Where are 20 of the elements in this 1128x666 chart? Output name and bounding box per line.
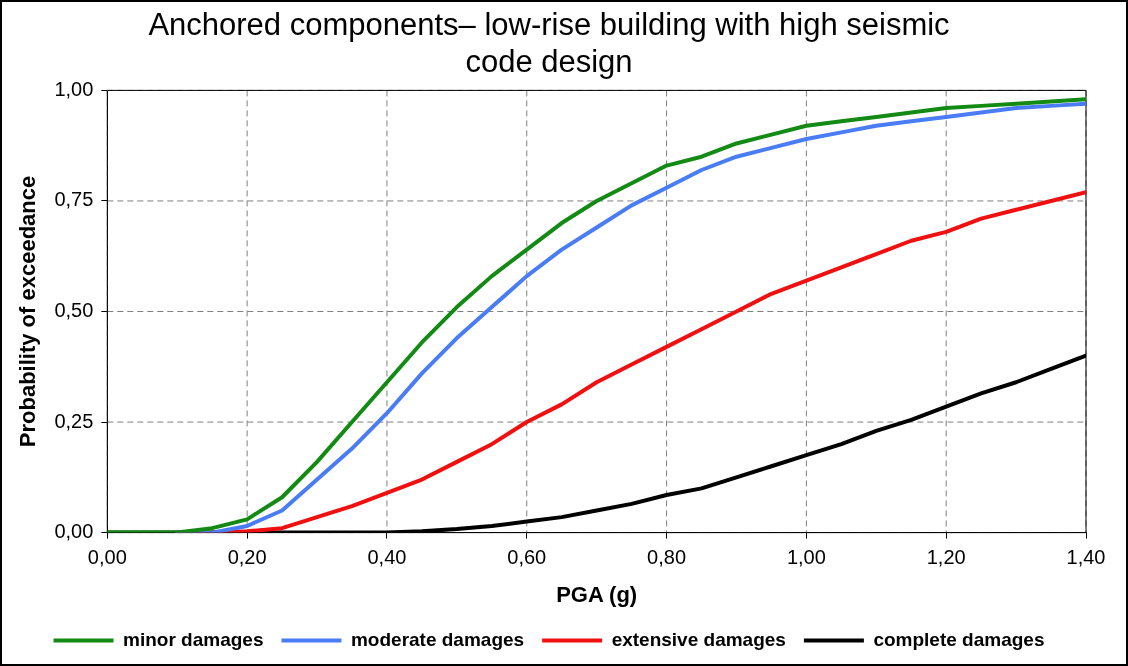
chart-title: Anchored components– low-rise building with high seismic code design [148,7,950,80]
x-tick-label: 1,40 [1066,546,1106,569]
legend-label: extensive damages [611,628,786,650]
legend-label: minor damages [123,628,264,650]
x-axis-title: PGA (g) [556,581,638,607]
y-tick-label: 0,25 [54,409,94,432]
x-tick-label: 0,40 [367,546,407,569]
x-tick-label: 1,20 [926,546,966,569]
x-tick-label: 0,60 [507,546,547,569]
x-tick-label: 0,80 [647,546,687,569]
x-tick-label: 1,00 [786,546,826,569]
y-axis-title: Probability of exceedance [15,175,41,448]
x-tick-label: 0,00 [87,546,127,569]
y-tick-label: 0,00 [54,520,94,543]
y-tick-label: 0,75 [54,188,94,211]
y-tick-label: 1,00 [54,77,94,100]
legend-label: complete damages [873,628,1045,650]
legend-label: moderate damages [350,628,525,650]
x-tick-label: 0,20 [227,546,267,569]
y-tick-label: 0,50 [54,299,94,322]
